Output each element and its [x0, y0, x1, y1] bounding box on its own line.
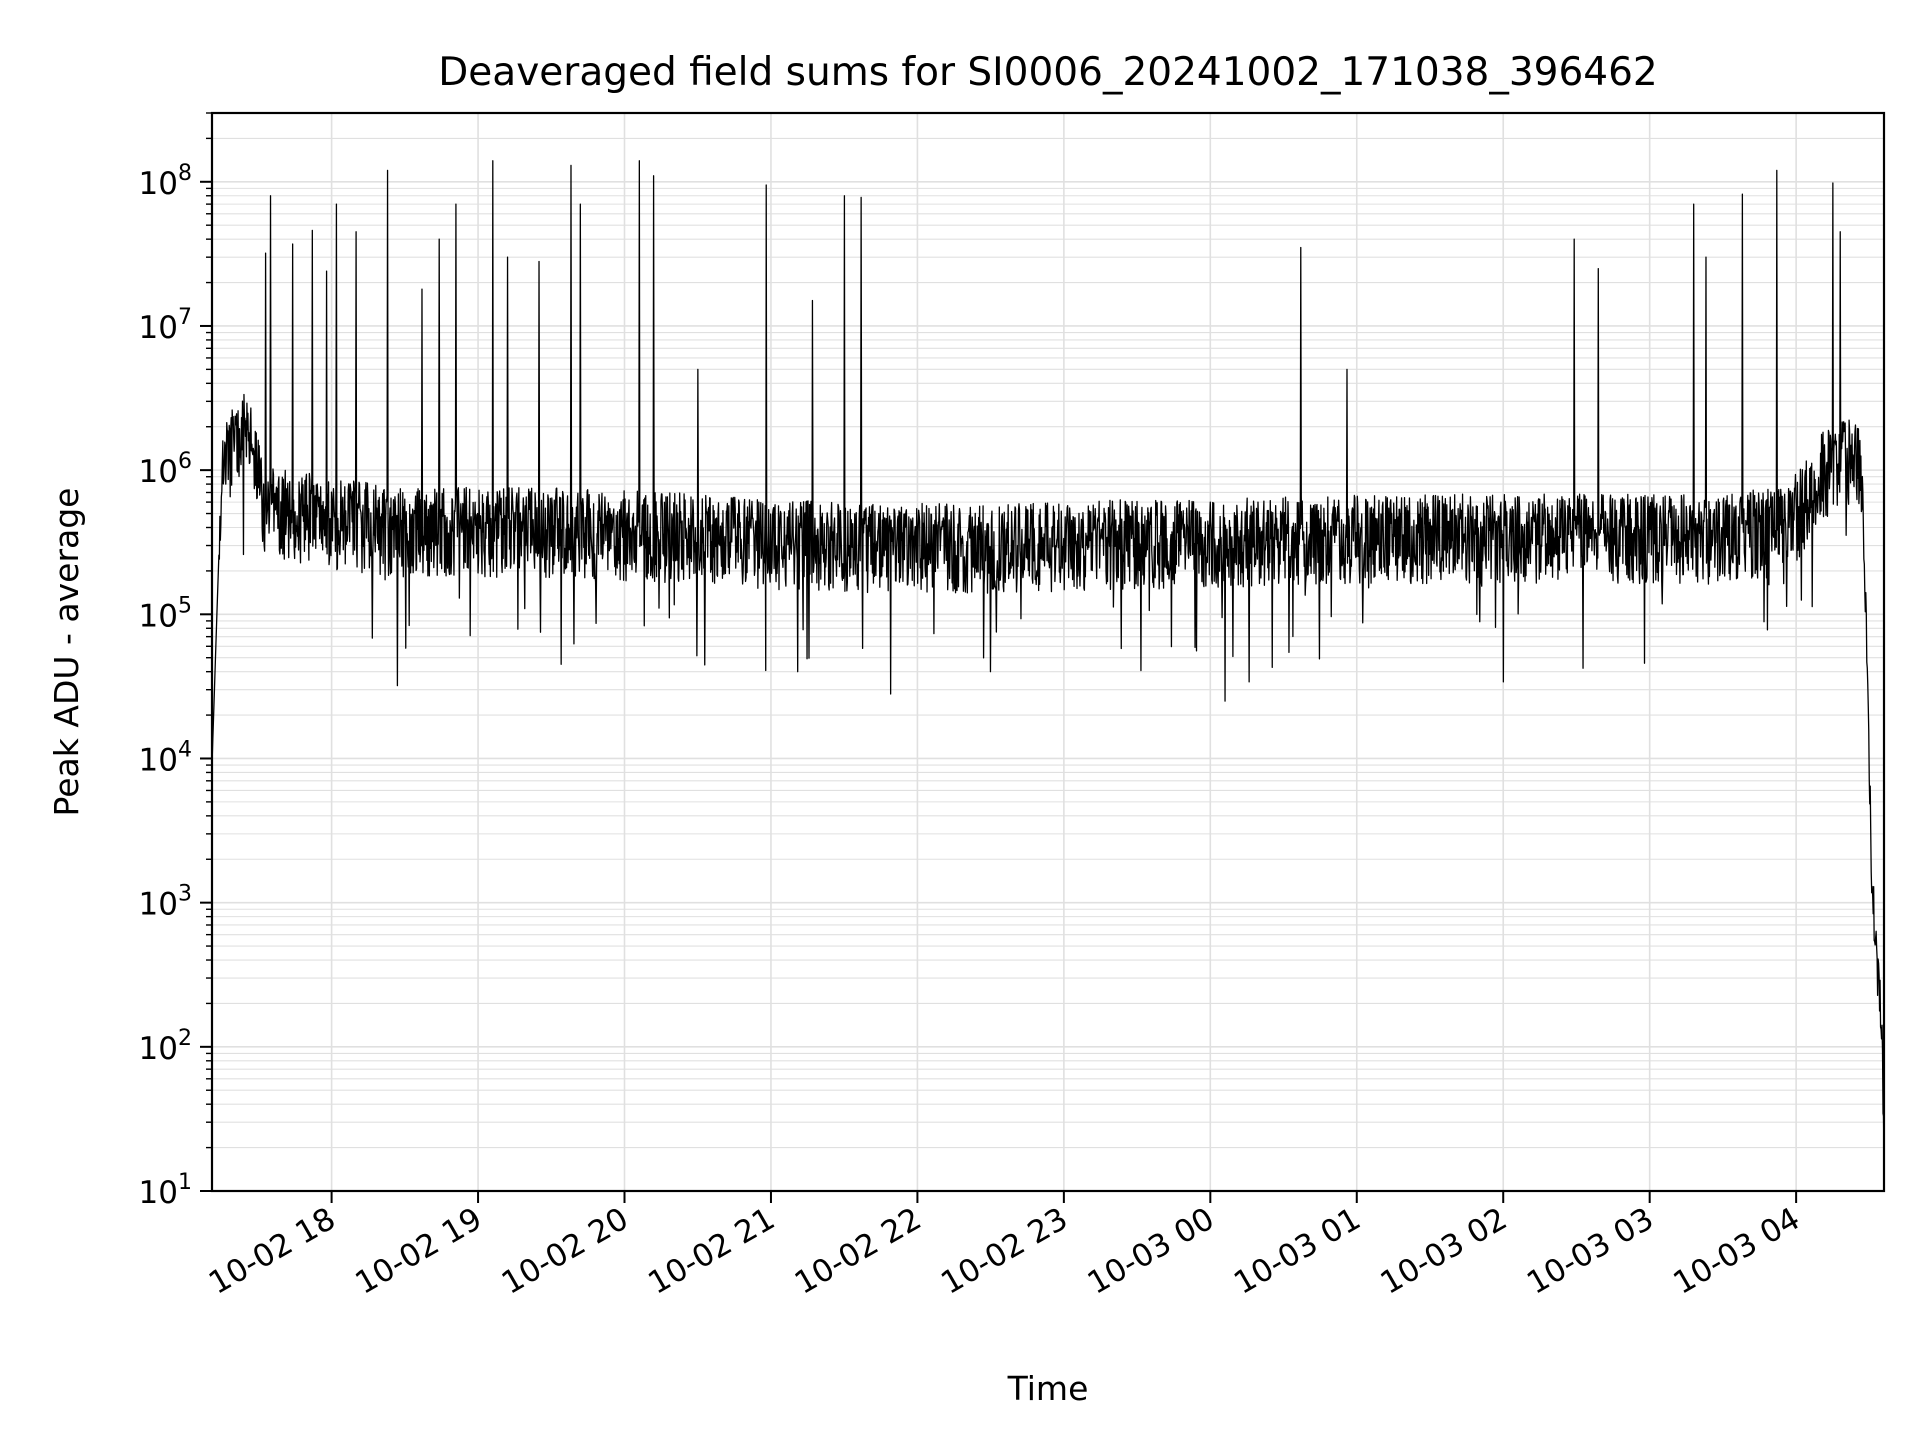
y-tick-base: 10	[139, 1031, 178, 1067]
y-tick-base: 10	[139, 310, 178, 346]
y-tick-exponent: 6	[178, 449, 192, 474]
y-tick-exponent: 3	[178, 882, 192, 907]
x-axis-label: Time	[1007, 1369, 1089, 1408]
y-axis-label: Peak ADU - average	[47, 488, 86, 817]
y-tick-exponent: 1	[178, 1170, 192, 1195]
y-tick-exponent: 2	[178, 1026, 192, 1051]
y-tick-base: 10	[139, 598, 178, 634]
y-tick-base: 10	[139, 742, 178, 778]
y-tick-base: 10	[139, 454, 178, 490]
y-tick-exponent: 5	[178, 593, 192, 618]
chart-title: Deaveraged field sums for SI0006_2024100…	[438, 50, 1657, 95]
y-tick-exponent: 4	[178, 737, 192, 762]
y-tick-exponent: 7	[178, 305, 192, 330]
y-tick-base: 10	[139, 1175, 178, 1211]
y-tick-exponent: 8	[178, 161, 192, 186]
y-tick-base: 10	[139, 887, 178, 923]
y-tick-base: 10	[139, 166, 178, 202]
